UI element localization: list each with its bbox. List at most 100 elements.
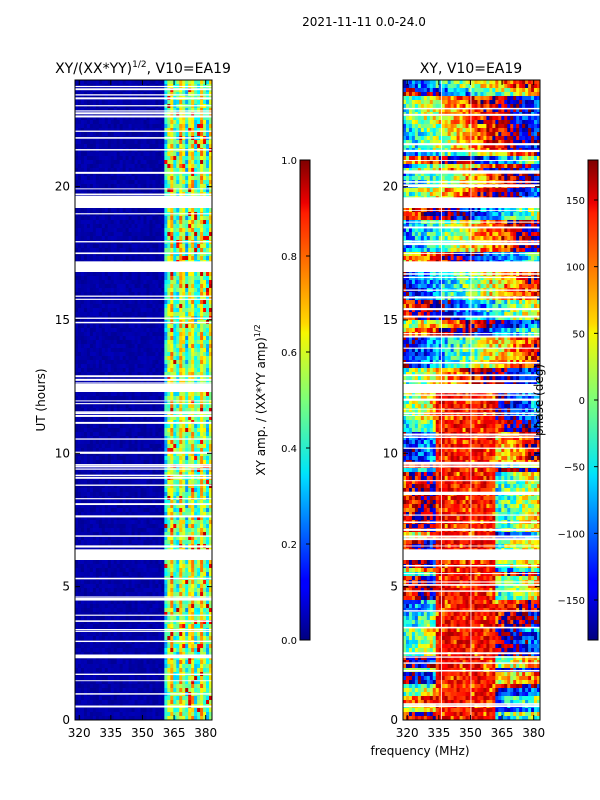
heatmap-cell (92, 300, 97, 305)
heatmap-cell (206, 424, 210, 429)
heatmap-cell (176, 396, 180, 401)
heatmap-cell (77, 248, 82, 253)
heatmap-cell (107, 500, 112, 505)
heatmap-cell (113, 184, 118, 189)
heatmap-cell (191, 472, 195, 477)
heatmap-cell (140, 428, 144, 433)
heatmap-cell (140, 156, 144, 161)
heatmap-cell (137, 492, 141, 497)
heatmap-cell (176, 408, 180, 413)
heatmap-cell (185, 92, 189, 97)
heatmap-cell (98, 144, 103, 149)
heatmap-cell (89, 380, 94, 385)
heatmap-cell (134, 224, 138, 229)
heatmap-cell (146, 392, 150, 397)
heatmap-cell (92, 488, 97, 493)
heatmap-cell (101, 340, 106, 345)
heatmap-cell (131, 252, 135, 257)
heatmap-cell (131, 176, 135, 181)
heatmap-cell (86, 168, 91, 173)
heatmap-cell (206, 156, 210, 161)
heatmap-cell (128, 80, 132, 85)
heatmap-cell (131, 328, 135, 333)
heatmap-cell (197, 400, 201, 405)
heatmap-cell (143, 364, 147, 369)
heatmap-cell (209, 132, 212, 137)
heatmap-cell (173, 168, 177, 173)
heatmap-cell (194, 428, 198, 433)
heatmap-cell (149, 156, 153, 161)
heatmap-cell (77, 100, 82, 105)
heatmap-cell (176, 232, 180, 237)
heatmap-cell (158, 224, 162, 229)
heatmap-cell (86, 188, 91, 193)
heatmap-cell (101, 396, 106, 401)
heatmap-cell (143, 500, 147, 505)
heatmap-cell (191, 272, 195, 277)
heatmap-cell (209, 296, 212, 301)
heatmap-cell (179, 224, 183, 229)
heatmap-cell (149, 180, 153, 185)
heatmap-cell (149, 312, 153, 317)
heatmap-cell (98, 120, 103, 125)
heatmap-cell (209, 364, 212, 369)
heatmap-cell (179, 328, 183, 333)
heatmap-cell (191, 416, 195, 421)
heatmap-cell (137, 256, 141, 261)
heatmap-cell (98, 288, 103, 293)
heatmap-cell (107, 356, 112, 361)
heatmap-cell (167, 220, 171, 225)
heatmap-cell (188, 164, 192, 169)
heatmap-cell (101, 492, 106, 497)
heatmap-cell (107, 504, 112, 509)
heatmap-cell (131, 424, 135, 429)
heatmap-cell (209, 216, 212, 221)
heatmap-cell (101, 156, 106, 161)
heatmap-cell (209, 304, 212, 309)
heatmap-cell (167, 164, 171, 169)
heatmap-cell (164, 332, 168, 337)
heatmap-cell (92, 352, 97, 357)
heatmap-cell (107, 360, 112, 365)
heatmap-cell (170, 400, 174, 405)
heatmap-cell (194, 508, 198, 513)
heatmap-cell (164, 440, 168, 445)
heatmap-cell (104, 100, 109, 105)
heatmap-cell (125, 508, 130, 513)
heatmap-cell (164, 456, 168, 461)
heatmap-cell (122, 348, 127, 353)
heatmap-cell (98, 348, 103, 353)
heatmap-cell (107, 340, 112, 345)
heatmap-cell (116, 132, 121, 137)
heatmap-cell (125, 344, 130, 349)
heatmap-cell (158, 244, 162, 249)
heatmap-cell (179, 152, 183, 157)
heatmap-cell (155, 144, 159, 149)
heatmap-cell (80, 208, 85, 213)
heatmap-cell (75, 328, 79, 333)
heatmap-cell (188, 332, 192, 337)
heatmap-cell (140, 280, 144, 285)
heatmap-cell (77, 416, 82, 421)
heatmap-cell (89, 168, 94, 173)
heatmap-cell (179, 356, 183, 361)
heatmap-cell (161, 120, 165, 125)
heatmap-cell (161, 184, 165, 189)
heatmap-cell (113, 432, 118, 437)
heatmap-cell (134, 488, 138, 493)
heatmap-cell (200, 224, 204, 229)
heatmap-cell (122, 508, 127, 513)
heatmap-cell (143, 248, 147, 253)
heatmap-cell (110, 256, 115, 261)
heatmap-cell (83, 176, 88, 181)
heatmap-cell (89, 508, 94, 513)
heatmap-cell (191, 116, 195, 121)
heatmap-cell (131, 340, 135, 345)
heatmap-cell (86, 108, 91, 113)
heatmap-cell (86, 508, 91, 513)
heatmap-cell (173, 328, 177, 333)
heatmap-cell (107, 452, 112, 457)
heatmap-cell (98, 412, 103, 417)
heatmap-cell (182, 160, 186, 165)
heatmap-cell (89, 296, 94, 301)
